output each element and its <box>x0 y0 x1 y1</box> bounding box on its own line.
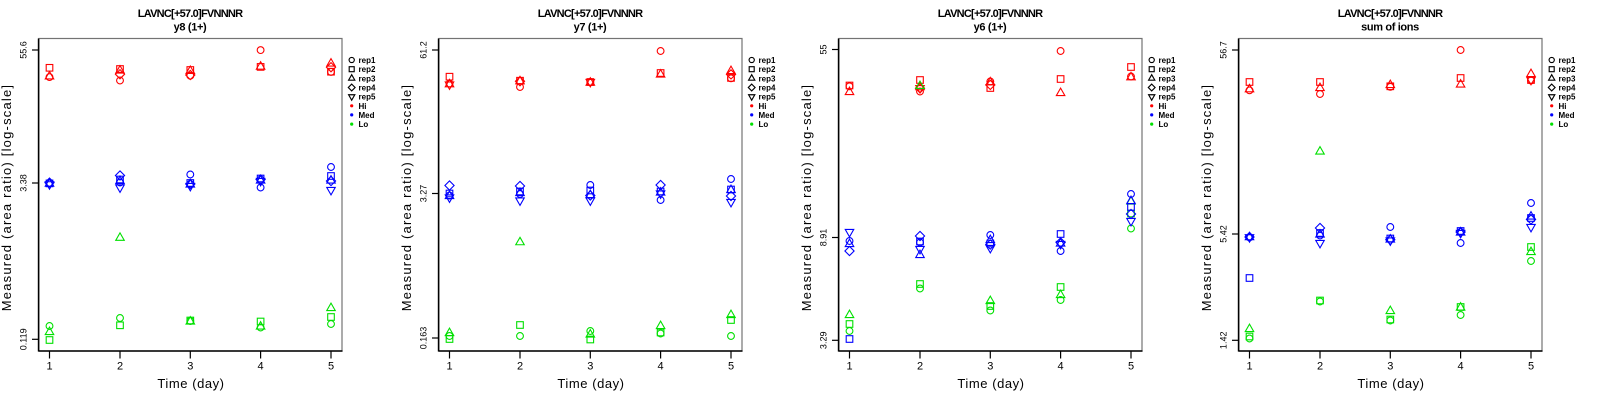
svg-text:0.119: 0.119 <box>18 328 28 350</box>
svg-text:3: 3 <box>587 361 593 373</box>
svg-text:5.42: 5.42 <box>1218 225 1228 243</box>
svg-text:1: 1 <box>1246 361 1252 373</box>
svg-text:rep1: rep1 <box>359 56 376 65</box>
svg-text:2: 2 <box>117 361 123 373</box>
svg-text:3: 3 <box>187 361 193 373</box>
svg-text:sum of ions: sum of ions <box>1361 22 1419 34</box>
svg-text:Med: Med <box>759 111 775 120</box>
svg-text:5: 5 <box>1528 361 1534 373</box>
svg-text:1: 1 <box>846 361 852 373</box>
svg-text:rep2: rep2 <box>1159 65 1176 74</box>
svg-text:Lo: Lo <box>759 120 769 129</box>
svg-text:Measured (area ratio) [log-sca: Measured (area ratio) [log-scale] <box>0 84 14 311</box>
svg-text:Lo: Lo <box>1159 120 1169 129</box>
svg-text:Time (day): Time (day) <box>957 376 1024 391</box>
svg-text:4: 4 <box>658 361 664 373</box>
svg-text:3.27: 3.27 <box>418 185 428 203</box>
svg-text:3: 3 <box>987 361 993 373</box>
svg-text:2: 2 <box>1317 361 1323 373</box>
svg-text:Measured (area ratio) [log-sca: Measured (area ratio) [log-scale] <box>799 84 814 311</box>
svg-text:2: 2 <box>917 361 923 373</box>
svg-text:Measured (area ratio) [log-sca: Measured (area ratio) [log-scale] <box>399 84 414 311</box>
svg-text:Lo: Lo <box>359 120 369 129</box>
svg-text:rep3: rep3 <box>1559 74 1576 83</box>
svg-text:5: 5 <box>328 361 334 373</box>
svg-text:55.6: 55.6 <box>18 41 28 59</box>
svg-text:8.91: 8.91 <box>818 229 828 247</box>
svg-text:rep3: rep3 <box>759 74 776 83</box>
svg-text:rep1: rep1 <box>1159 56 1176 65</box>
svg-text:rep4: rep4 <box>759 84 776 93</box>
svg-text:y8 (1+): y8 (1+) <box>174 22 207 34</box>
svg-text:Med: Med <box>1159 111 1175 120</box>
svg-text:3: 3 <box>1387 361 1393 373</box>
svg-text:rep5: rep5 <box>359 93 376 102</box>
svg-text:5: 5 <box>1128 361 1134 373</box>
svg-text:Hi: Hi <box>1559 102 1567 111</box>
svg-text:Time (day): Time (day) <box>557 376 624 391</box>
svg-text:rep3: rep3 <box>1159 74 1176 83</box>
svg-text:rep3: rep3 <box>359 74 376 83</box>
svg-text:Med: Med <box>359 111 375 120</box>
svg-text:Hi: Hi <box>1159 102 1167 111</box>
svg-text:rep4: rep4 <box>359 84 376 93</box>
svg-text:LAVNC[+57.0]FVNNNR: LAVNC[+57.0]FVNNNR <box>938 8 1043 20</box>
svg-text:rep5: rep5 <box>759 93 776 102</box>
svg-text:y6 (1+): y6 (1+) <box>974 22 1007 34</box>
svg-text:rep5: rep5 <box>1559 93 1576 102</box>
svg-text:rep2: rep2 <box>759 65 776 74</box>
svg-text:1.42: 1.42 <box>1218 332 1228 350</box>
svg-text:56.7: 56.7 <box>1218 41 1228 59</box>
svg-text:Time (day): Time (day) <box>1357 376 1424 391</box>
svg-text:rep1: rep1 <box>759 56 776 65</box>
svg-text:0.163: 0.163 <box>418 327 428 350</box>
svg-text:rep4: rep4 <box>1559 84 1576 93</box>
svg-text:Hi: Hi <box>359 102 367 111</box>
svg-text:Med: Med <box>1559 111 1575 120</box>
svg-text:61.2: 61.2 <box>418 41 428 59</box>
svg-text:1: 1 <box>446 361 452 373</box>
svg-text:3.29: 3.29 <box>818 332 828 350</box>
svg-text:Measured (area ratio) [log-sca: Measured (area ratio) [log-scale] <box>1199 84 1214 311</box>
svg-text:LAVNC[+57.0]FVNNNR: LAVNC[+57.0]FVNNNR <box>138 8 243 20</box>
svg-text:y7 (1+): y7 (1+) <box>574 22 607 34</box>
svg-text:Time (day): Time (day) <box>157 376 224 391</box>
svg-text:rep5: rep5 <box>1159 93 1176 102</box>
svg-text:LAVNC[+57.0]FVNNNR: LAVNC[+57.0]FVNNNR <box>1338 8 1443 20</box>
svg-text:4: 4 <box>258 361 264 373</box>
svg-text:4: 4 <box>1058 361 1064 373</box>
svg-text:Lo: Lo <box>1559 120 1569 129</box>
svg-text:Hi: Hi <box>759 102 767 111</box>
svg-text:55: 55 <box>818 44 828 54</box>
svg-text:LAVNC[+57.0]FVNNNR: LAVNC[+57.0]FVNNNR <box>538 8 643 20</box>
svg-text:rep1: rep1 <box>1559 56 1576 65</box>
svg-text:rep4: rep4 <box>1159 84 1176 93</box>
svg-text:2: 2 <box>517 361 523 373</box>
svg-text:1: 1 <box>46 361 52 373</box>
svg-text:5: 5 <box>728 361 734 373</box>
svg-text:3.38: 3.38 <box>18 174 28 192</box>
svg-text:rep2: rep2 <box>1559 65 1576 74</box>
svg-text:4: 4 <box>1458 361 1464 373</box>
svg-text:rep2: rep2 <box>359 65 376 74</box>
